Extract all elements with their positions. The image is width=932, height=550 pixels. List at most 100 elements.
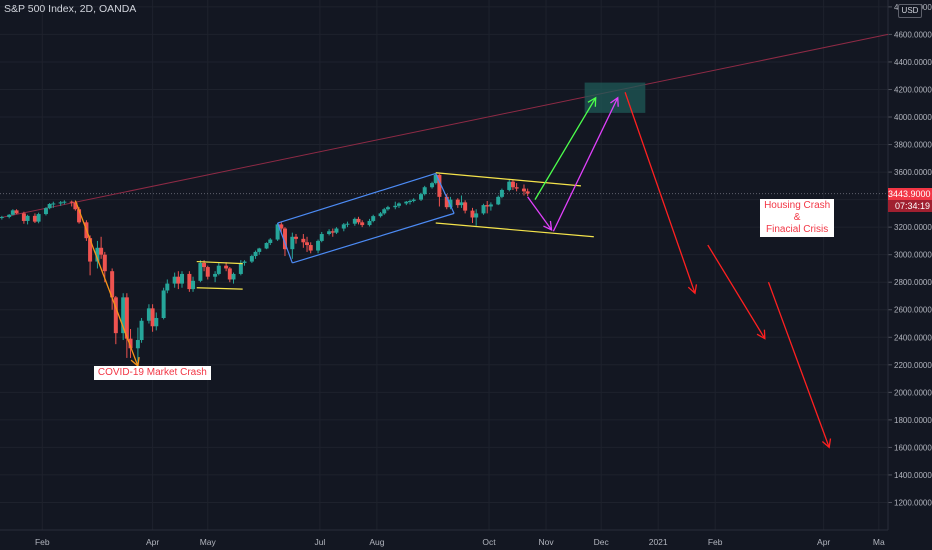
candle-body [99,247,104,255]
candle-body [422,187,427,195]
candle-body [470,210,475,218]
candle-body [25,215,30,221]
candle-body [393,205,398,208]
candle-body [463,202,468,211]
covid-crash-label[interactable]: COVID-19 Market Crash [93,366,211,381]
drawings [74,92,832,449]
blue-channel-left [277,222,293,264]
chart-title: S&P 500 Index, 2D, OANDA [4,3,137,15]
candle-body [510,181,515,188]
candle-body [444,196,449,208]
time-tick-label: 2021 [649,537,668,547]
candle-body [279,224,284,229]
magenta-down-arrow [527,196,553,231]
candle-body [102,254,107,272]
yellow-channel-bottom [435,222,594,238]
time-tick-label: May [200,537,217,547]
time-tick-label: Jul [314,537,325,547]
candle-body [301,238,306,243]
candle-body [150,308,155,327]
bar-countdown-badge: 07:34:19 [888,199,932,212]
green-up-arrow [534,97,597,200]
red-down-arrow-3 [767,281,830,448]
blue-channel-right [435,173,455,214]
time-tick-label: Ma [873,537,885,547]
candle-body [135,340,140,349]
candle-body [36,214,41,222]
candle-body [161,290,166,318]
candle-body [514,187,519,189]
blue-channel-top [277,172,436,224]
red-down-arrow-1 [624,92,696,294]
candle-body [334,228,339,233]
housing-crash-label[interactable]: Housing Crash & Finacial Crisis [760,199,835,237]
red-down-arrow-3-head [821,438,832,449]
candle-body [77,209,82,223]
candle-body [507,181,512,190]
candle-body [14,210,19,214]
grid [0,0,888,530]
candle-body [231,273,236,280]
candle-body [378,213,383,217]
price-tick-label: 1200.0000 [894,498,932,507]
candle-body [238,262,243,274]
candle-body [51,203,56,205]
candle-body [7,214,12,217]
candle-body [0,216,4,218]
candle-body [282,228,287,250]
time-tick-label: Apr [817,537,830,547]
candle-body [419,194,424,200]
time-tick-label: Feb [708,537,723,547]
price-tick-label: 2400.0000 [894,333,932,342]
candle-body [32,215,37,222]
price-tick-label: 4600.0000 [894,30,932,39]
candle-body [43,208,48,215]
candle-body [382,209,387,214]
time-axis[interactable]: Feb Apr May Jul Aug Oct Nov Dec 2021 Feb Apr Ma [0,529,888,547]
candle-body [268,239,273,243]
price-tick-label: 3800.0000 [894,141,932,150]
candle-body [437,174,442,197]
candle-body [124,297,129,339]
candle-body [525,191,530,194]
candle-body [95,247,100,262]
green-up-arrow-head [587,96,597,107]
yellow-channel-top [435,172,582,187]
price-tick-label: 2000.0000 [894,388,932,397]
magenta-up-arrow [552,97,619,232]
candle-body [187,273,192,290]
candle-body [224,265,229,269]
candle-body [69,201,74,203]
candle-body [308,245,313,251]
candle-body [62,201,67,203]
currency-button[interactable]: USD [898,4,922,18]
candle-body [191,280,196,290]
candle-body [352,218,357,224]
candle-body [360,222,365,226]
candle-body [345,223,350,225]
candle-body [154,318,159,327]
candle-body [216,265,221,274]
candle-body [455,199,460,206]
price-tick-label: 4200.0000 [894,85,932,94]
candle-body [264,242,269,249]
candle-body [275,224,280,240]
candle-body [242,261,247,263]
candle-body [198,262,203,281]
price-tick-label: 3000.0000 [894,251,932,260]
candle-body [404,201,409,204]
candle-body [176,276,181,284]
red-down-arrow-1-head [687,284,698,295]
candle-body [407,200,412,202]
long-trend-line [0,33,889,219]
blue-channel-bottom [292,212,455,264]
red-down-arrow-2 [707,244,766,339]
time-tick-label: Nov [538,537,554,547]
time-tick-label: Dec [594,537,610,547]
price-tick-label: 4000.0000 [894,113,932,122]
time-tick-label: Feb [35,537,50,547]
candle-body [327,231,332,235]
april-flag-top [196,260,243,265]
